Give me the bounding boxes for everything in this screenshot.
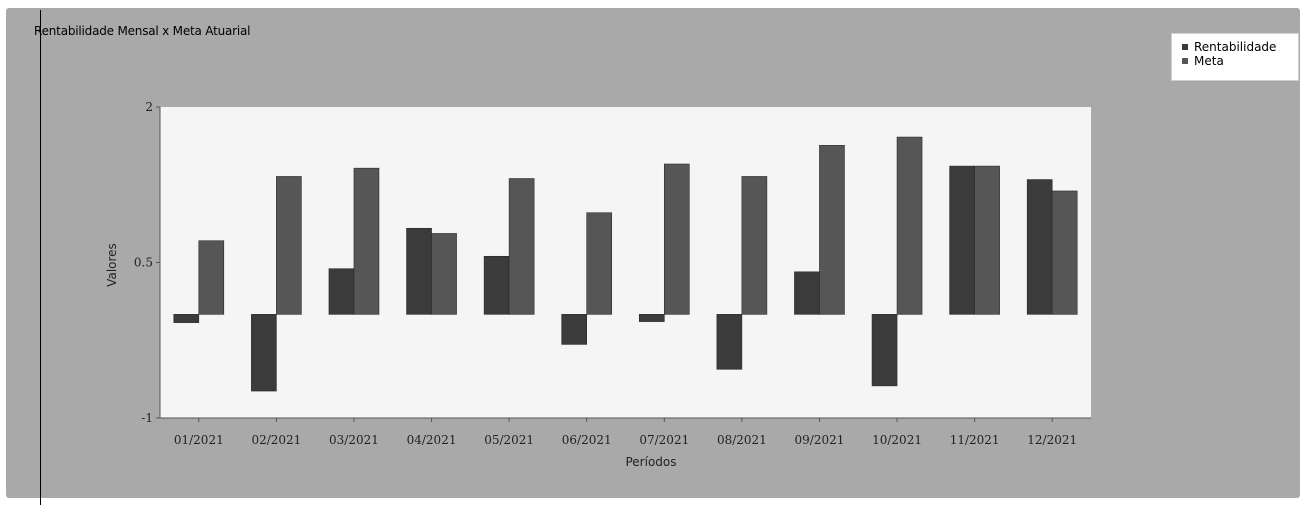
bar-rentabilidade-03-2021 (328, 268, 355, 315)
bars (173, 136, 1078, 392)
x-tick-label: 03/2021 (329, 433, 379, 447)
bar-meta-02-2021 (276, 176, 302, 315)
x-tick-label: 07/2021 (639, 433, 689, 447)
bar-rentabilidade-05-2021 (483, 255, 510, 315)
x-tick-label: 04/2021 (407, 433, 457, 447)
legend-item-meta: Meta (1182, 54, 1298, 68)
x-ticks: 01/2021 02/2021 03/2021 04/2021 05/2021 06/20… (174, 418, 1077, 447)
x-axis-label: Períodos (625, 455, 676, 469)
y-ticks: -1 0.5 2 (134, 100, 160, 425)
bar-meta-05-2021 (508, 178, 535, 315)
bar-rentabilidade-11-2021 (949, 165, 975, 315)
bar-meta-03-2021 (353, 167, 380, 315)
y-tick-label: 0.5 (134, 256, 153, 270)
x-tick-label: 06/2021 (562, 433, 612, 447)
x-tick-label: 11/2021 (950, 433, 1000, 447)
bar-meta-04-2021 (431, 233, 457, 315)
bar-rentabilidade-08-2021 (716, 314, 743, 370)
bar-rentabilidade-07-2021 (638, 314, 665, 322)
bar-meta-12-2021 (1051, 190, 1078, 315)
bar-rentabilidade-02-2021 (251, 314, 277, 392)
y-tick-label: -1 (141, 411, 153, 425)
y-tick-label: 2 (145, 100, 153, 114)
x-tick-label: 02/2021 (251, 433, 301, 447)
x-tick-label: 10/2021 (872, 433, 922, 447)
y-axis-label: Valores (105, 243, 119, 287)
x-tick-label: 01/2021 (174, 433, 224, 447)
bar-meta-10-2021 (896, 136, 923, 315)
x-tick-label: 08/2021 (717, 433, 767, 447)
bar-rentabilidade-09-2021 (794, 271, 820, 315)
legend-swatch-rentabilidade (1182, 44, 1188, 50)
bar-meta-08-2021 (741, 176, 768, 315)
legend-swatch-meta (1182, 58, 1188, 64)
bar-rentabilidade-12-2021 (1026, 179, 1053, 315)
x-tick-label: 09/2021 (795, 433, 845, 447)
bar-rentabilidade-10-2021 (871, 314, 898, 387)
x-tick-label: 05/2021 (484, 433, 534, 447)
bar-rentabilidade-01-2021 (173, 314, 200, 323)
bar-meta-06-2021 (586, 212, 613, 315)
legend: Rentabilidade Meta (1171, 33, 1299, 81)
legend-label-meta: Meta (1194, 54, 1224, 68)
bar-meta-11-2021 (974, 165, 1000, 315)
legend-item-rentabilidade: Rentabilidade (1182, 40, 1298, 54)
vertical-rule (40, 10, 41, 505)
legend-label-rentabilidade: Rentabilidade (1194, 40, 1277, 54)
bar-meta-09-2021 (819, 145, 845, 315)
bar-rentabilidade-06-2021 (561, 314, 588, 345)
chart-title: Rentabilidade Mensal x Meta Atuarial (34, 24, 251, 38)
bar-meta-07-2021 (663, 163, 690, 315)
bar-rentabilidade-04-2021 (406, 227, 432, 315)
bar-meta-01-2021 (198, 240, 225, 315)
x-tick-label: 12/2021 (1027, 433, 1077, 447)
plot-area (160, 107, 1091, 418)
